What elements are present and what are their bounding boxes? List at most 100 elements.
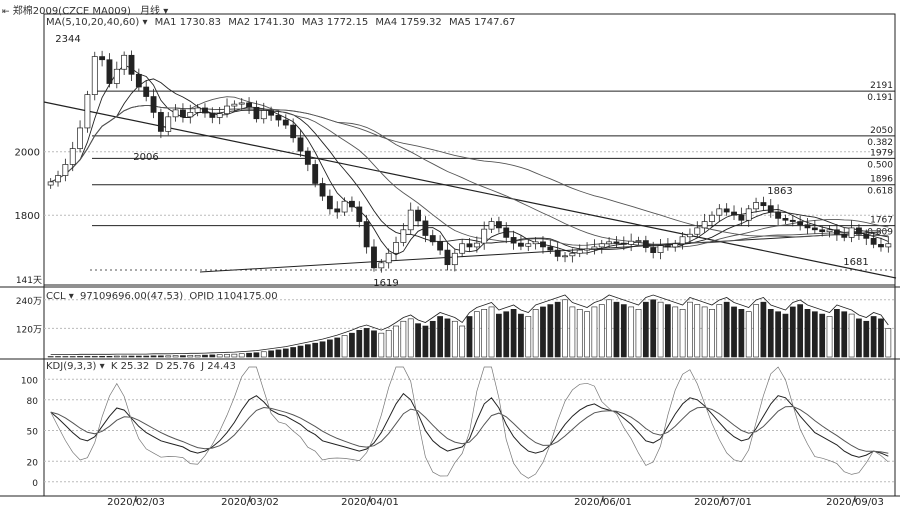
fib-level-value: 1767 bbox=[870, 216, 893, 226]
candle-down bbox=[811, 227, 818, 231]
candle-up bbox=[473, 242, 480, 248]
volume-bar bbox=[834, 309, 840, 358]
candle-down bbox=[547, 246, 554, 251]
opid-label: OPID bbox=[189, 291, 214, 302]
chevron-down-icon[interactable]: ▾ bbox=[142, 17, 148, 28]
candle-down bbox=[157, 112, 164, 132]
candle-down bbox=[510, 237, 517, 244]
volume-indicator-label[interactable]: CCL bbox=[46, 291, 66, 302]
volume-bar bbox=[187, 355, 194, 358]
candle-down bbox=[503, 227, 510, 238]
volume-bar bbox=[466, 316, 473, 358]
price-annotation-label: 1619 bbox=[373, 278, 398, 289]
fib-level-ratio: 0.809 bbox=[867, 228, 893, 238]
x-axis-date-label: 2020/06/01 bbox=[574, 497, 632, 508]
candle-down bbox=[246, 102, 252, 108]
kdj-d-line bbox=[50, 405, 889, 454]
volume-bar bbox=[584, 311, 590, 358]
volume-bar bbox=[385, 329, 392, 358]
candle-down bbox=[312, 164, 319, 184]
volume-bar bbox=[165, 355, 172, 358]
candle-up bbox=[745, 208, 752, 221]
volume-bar bbox=[606, 299, 612, 358]
left-note-label: 141天 bbox=[16, 276, 42, 286]
candle-up bbox=[47, 181, 54, 186]
volume-bar bbox=[745, 311, 752, 358]
volume-bar bbox=[481, 309, 488, 358]
kdj-tick-label: 20 bbox=[27, 458, 39, 468]
volume-tick-label: 240万 bbox=[16, 297, 42, 307]
volume-bar bbox=[775, 311, 781, 358]
price-annotation-label: 2344 bbox=[55, 34, 80, 45]
volume-bar bbox=[91, 355, 98, 358]
candle-up bbox=[694, 227, 701, 235]
candle-up bbox=[481, 228, 488, 244]
volume-bar bbox=[687, 301, 693, 358]
volume-bar bbox=[731, 306, 737, 358]
kdj-j-value: J 24.43 bbox=[201, 361, 236, 372]
candle-down bbox=[128, 54, 135, 75]
candle-down bbox=[371, 246, 377, 269]
candle-up bbox=[584, 248, 590, 251]
candle-up bbox=[165, 116, 172, 132]
volume-bar bbox=[349, 332, 355, 358]
x-axis-date-label: 2020/02/03 bbox=[107, 497, 165, 508]
candle-up bbox=[591, 246, 598, 250]
candle-up bbox=[260, 110, 267, 120]
candle-up bbox=[488, 221, 495, 230]
period-selector[interactable]: 月线 ▾ bbox=[140, 6, 168, 17]
candle-down bbox=[437, 241, 444, 251]
volume-bar bbox=[216, 354, 223, 358]
price-panel-border bbox=[43, 13, 896, 286]
candle-down bbox=[275, 114, 282, 121]
kdj-j-line bbox=[50, 366, 889, 479]
volume-bar bbox=[576, 309, 583, 358]
volume-bar bbox=[811, 311, 818, 358]
kdj-legend: KDJ(9,3,3) ▾ K 25.32 D 25.76 J 24.43 bbox=[46, 361, 236, 372]
candle-down bbox=[444, 249, 451, 266]
volume-bar bbox=[275, 349, 282, 358]
volume-bar bbox=[863, 320, 870, 358]
volume-bar bbox=[444, 318, 451, 358]
volume-bar bbox=[665, 304, 671, 358]
fib-level-ratio: 0.382 bbox=[867, 138, 893, 148]
candle-down bbox=[466, 243, 473, 248]
candle-down bbox=[833, 229, 840, 235]
price-annotation-label: 2006 bbox=[133, 152, 158, 163]
ma-indicator-label[interactable]: MA(5,10,20,40,60) bbox=[46, 17, 140, 28]
kdj-tick-label: 100 bbox=[21, 376, 38, 386]
candle-up bbox=[687, 233, 693, 238]
candle-up bbox=[709, 214, 715, 222]
volume-bar bbox=[503, 311, 510, 358]
ma3-value: 1772.15 bbox=[326, 17, 369, 28]
volume-bar bbox=[319, 341, 326, 358]
candle-up bbox=[525, 243, 532, 247]
candle-down bbox=[290, 124, 297, 139]
back-icon[interactable]: ⇤ bbox=[2, 7, 10, 17]
volume-bar bbox=[106, 355, 113, 358]
chevron-down-icon[interactable]: ▾ bbox=[99, 361, 105, 372]
volume-bar bbox=[202, 354, 208, 358]
volume-bar bbox=[260, 351, 267, 358]
candle-down bbox=[782, 218, 789, 221]
volume-bar bbox=[878, 318, 884, 358]
candle-down bbox=[209, 112, 216, 118]
candle-down bbox=[429, 235, 436, 243]
candle-down bbox=[319, 183, 326, 197]
volume-bar bbox=[393, 325, 399, 358]
chevron-down-icon[interactable]: ▾ bbox=[68, 291, 74, 302]
volume-bar bbox=[400, 320, 407, 358]
ma-line-ma1 bbox=[50, 64, 889, 256]
fib-level-ratio: 0.191 bbox=[867, 93, 893, 103]
kdj-indicator-label[interactable]: KDJ(9,3,3) bbox=[46, 361, 97, 372]
candle-up bbox=[84, 94, 91, 129]
volume-bar bbox=[525, 316, 532, 358]
candle-down bbox=[789, 219, 796, 222]
open-interest-line bbox=[50, 294, 889, 355]
fib-level-ratio: 0.618 bbox=[867, 187, 893, 197]
candle-up bbox=[598, 243, 605, 248]
candle-up bbox=[672, 243, 679, 248]
candle-up bbox=[224, 105, 230, 115]
candle-down bbox=[878, 244, 884, 248]
candle-down bbox=[99, 56, 106, 61]
